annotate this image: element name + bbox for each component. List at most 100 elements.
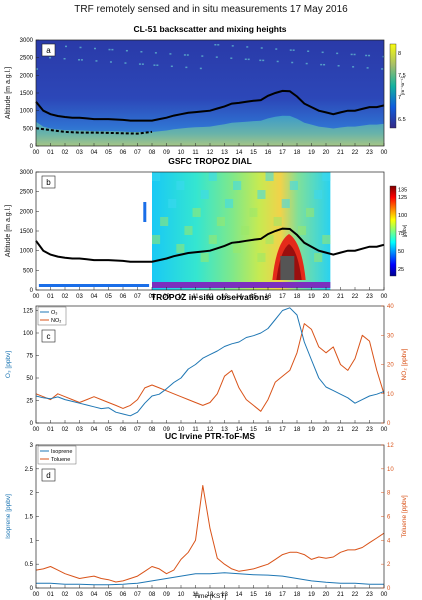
noise-speckle	[95, 60, 98, 62]
x-tick-label: 23	[366, 150, 373, 156]
colorbar-tick-label: 25	[398, 267, 404, 273]
noise-speckle	[156, 64, 159, 66]
panel-letter-box	[41, 468, 56, 482]
noise-speckle	[108, 48, 111, 51]
y-tick-label: 1	[30, 538, 34, 544]
noise-speckle	[111, 48, 114, 51]
x-tick-label: 22	[352, 294, 359, 300]
x-tick-label: 13	[221, 592, 228, 598]
y-tick-label: 0	[30, 586, 34, 592]
x-tick-label: 04	[91, 427, 98, 433]
x-tick-label: 17	[279, 592, 286, 598]
dial-pixel	[314, 190, 323, 199]
y-tick-label: 1.5	[25, 515, 34, 521]
x-tick-label: 05	[105, 150, 112, 156]
x-tick-label: 07	[134, 427, 141, 433]
colorbar-unit: [m⁻¹sr⁻¹]	[400, 77, 405, 95]
dial-pixel	[322, 172, 331, 181]
x-tick-label: 17	[279, 150, 286, 156]
noise-speckle	[231, 45, 234, 47]
dial-pixel	[297, 226, 307, 235]
series-right-line	[35, 485, 385, 583]
noise-speckle	[289, 49, 292, 51]
x-tick-label: 09	[163, 150, 170, 156]
y-right-tick-label: 2	[387, 562, 391, 568]
y-tick-label: 100	[23, 331, 34, 337]
x-tick-label: 08	[149, 150, 156, 156]
plot-frame	[35, 444, 385, 589]
x-tick-label: 02	[62, 427, 69, 433]
y-right-tick-label: 10	[387, 392, 394, 398]
x-tick-label: 15	[250, 294, 257, 300]
x-tick-label: 09	[163, 294, 170, 300]
y-axis-label: O₃ [ppbv]	[5, 351, 12, 378]
colorbar-tick-label: 75	[398, 231, 404, 237]
noise-speckle	[368, 54, 371, 57]
dial-pixel	[216, 217, 225, 226]
x-tick-label: 13	[221, 427, 228, 433]
y-tick-label: 2500	[20, 190, 34, 196]
near-surface-layer	[36, 115, 384, 146]
y-tick-label: 2.5	[25, 467, 34, 473]
x-tick-label: 02	[62, 592, 69, 598]
x-tick-label: 08	[149, 294, 156, 300]
y-right-tick-label: 8	[387, 491, 391, 497]
x-tick-label: 15	[250, 150, 257, 156]
profile-stub	[143, 202, 147, 222]
x-tick-label: 01	[47, 592, 54, 598]
dial-pixel	[281, 199, 290, 208]
noise-speckle	[183, 54, 186, 56]
x-tick-label: 06	[120, 150, 127, 156]
dial-pixel	[314, 253, 323, 262]
x-tick-label: 22	[352, 150, 359, 156]
noise-speckle	[199, 67, 202, 70]
colorbar-tick-label: 7.5	[398, 73, 406, 79]
noise-speckle	[153, 64, 156, 66]
legend-label: O₃	[51, 310, 58, 316]
noise-speckle	[49, 56, 52, 59]
dial-pixel	[200, 253, 209, 262]
noise-speckle	[307, 50, 310, 52]
x-tick-label: 06	[120, 592, 127, 598]
x-tick-label: 05	[105, 427, 112, 433]
x-tick-label: 12	[207, 427, 214, 433]
y-tick-label: 50	[26, 376, 33, 382]
dial-pixel	[273, 217, 282, 226]
x-tick-label: 00	[381, 427, 388, 433]
mixing-height-line	[35, 89, 385, 122]
x-tick-label: 20	[323, 294, 330, 300]
mixing-height-line	[35, 227, 385, 263]
dial-pixel	[289, 181, 298, 190]
x-tick-label: 16	[265, 592, 272, 598]
noise-speckle	[185, 66, 188, 69]
noise-speckle	[305, 62, 308, 65]
y-tick-label: 0.5	[25, 562, 34, 568]
noise-speckle	[244, 58, 247, 61]
series-right-line	[35, 323, 385, 412]
dial-pixel	[241, 226, 250, 235]
x-tick-label: 07	[134, 592, 141, 598]
x-tick-label: 11	[192, 592, 199, 598]
noise-speckle	[275, 48, 278, 50]
dial-pixel	[176, 181, 185, 190]
x-tick-label: 16	[265, 150, 272, 156]
x-tick-label: 07	[134, 150, 141, 156]
noise-speckle	[336, 52, 339, 55]
noise-speckle	[353, 53, 356, 56]
x-tick-label: 18	[294, 592, 301, 598]
noise-speckle	[141, 63, 144, 65]
x-tick-label: 03	[76, 592, 83, 598]
noise-speckle	[109, 61, 112, 63]
x-tick-label: 15	[250, 592, 257, 598]
x-tick-label: 14	[236, 427, 243, 433]
dial-pixel	[322, 235, 331, 244]
dial-pixel	[208, 172, 217, 181]
colorbar-tick-label: 8	[398, 51, 401, 57]
noise-speckle	[170, 65, 173, 68]
x-tick-label: 11	[192, 150, 199, 156]
noise-speckle	[215, 56, 218, 58]
x-tick-label: 23	[366, 427, 373, 433]
